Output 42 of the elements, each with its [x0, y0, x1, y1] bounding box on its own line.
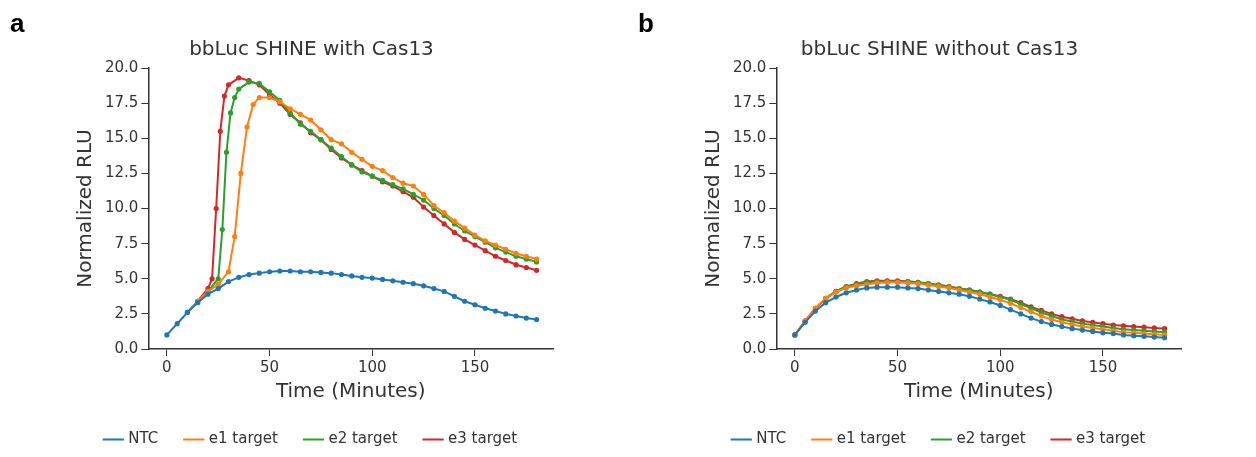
y-axis-title: Normalized RLU [72, 129, 97, 288]
y-tick-label: 20.0 [732, 57, 767, 76]
x-tick-label: 50 [888, 357, 908, 376]
y-tick-label: 12.5 [104, 163, 139, 182]
y-tick-label: 12.5 [732, 163, 767, 182]
text: b [638, 8, 654, 39]
x-axis-title: Time (Minutes) [902, 378, 1054, 403]
y-tick-label: 7.5 [742, 233, 767, 252]
y-axis-title: Normalized RLU [700, 129, 725, 288]
y-tick-label: 17.5 [732, 93, 767, 112]
legend-label: e3 target [448, 429, 518, 448]
x-tick-label: 0 [790, 357, 800, 376]
x-tick-label: 0 [162, 357, 172, 376]
x-tick-label: 100 [357, 357, 387, 376]
y-tick-label: 7.5 [114, 233, 139, 252]
legend-label: e2 target [956, 429, 1026, 448]
y-tick-label: 2.5 [742, 303, 767, 322]
x-tick-label: 50 [260, 357, 280, 376]
y-tick-label: 15.0 [732, 128, 767, 147]
y-tick-label: 10.0 [732, 198, 767, 217]
legend-label: e1 target [836, 429, 907, 448]
y-tick-label: 5.0 [114, 268, 139, 287]
legend-label: e2 target [328, 429, 398, 448]
chart-title: bbLuc SHINE without Cas13 [800, 36, 1079, 61]
y-tick-label: 2.5 [114, 303, 139, 322]
chart-title: bbLuc SHINE with Cas13 [189, 36, 434, 61]
legend-label: NTC [128, 429, 159, 448]
legend-label: e1 target [208, 429, 279, 448]
y-tick-label: 17.5 [104, 93, 139, 112]
x-tick-label: 100 [985, 357, 1015, 376]
y-tick-label: 5.0 [742, 268, 767, 287]
y-tick-label: 10.0 [104, 198, 139, 217]
y-tick-label: 20.0 [104, 57, 139, 76]
x-axis-title: Time (Minutes) [274, 378, 426, 403]
y-tick-label: 0.0 [742, 338, 767, 357]
legend-label: e3 target [1076, 429, 1146, 448]
x-tick-label: 150 [460, 357, 490, 376]
text: a [10, 8, 25, 39]
legend-label: NTC [756, 429, 787, 448]
x-tick-label: 150 [1088, 357, 1118, 376]
y-tick-label: 0.0 [114, 338, 139, 357]
y-tick-label: 15.0 [104, 128, 139, 147]
